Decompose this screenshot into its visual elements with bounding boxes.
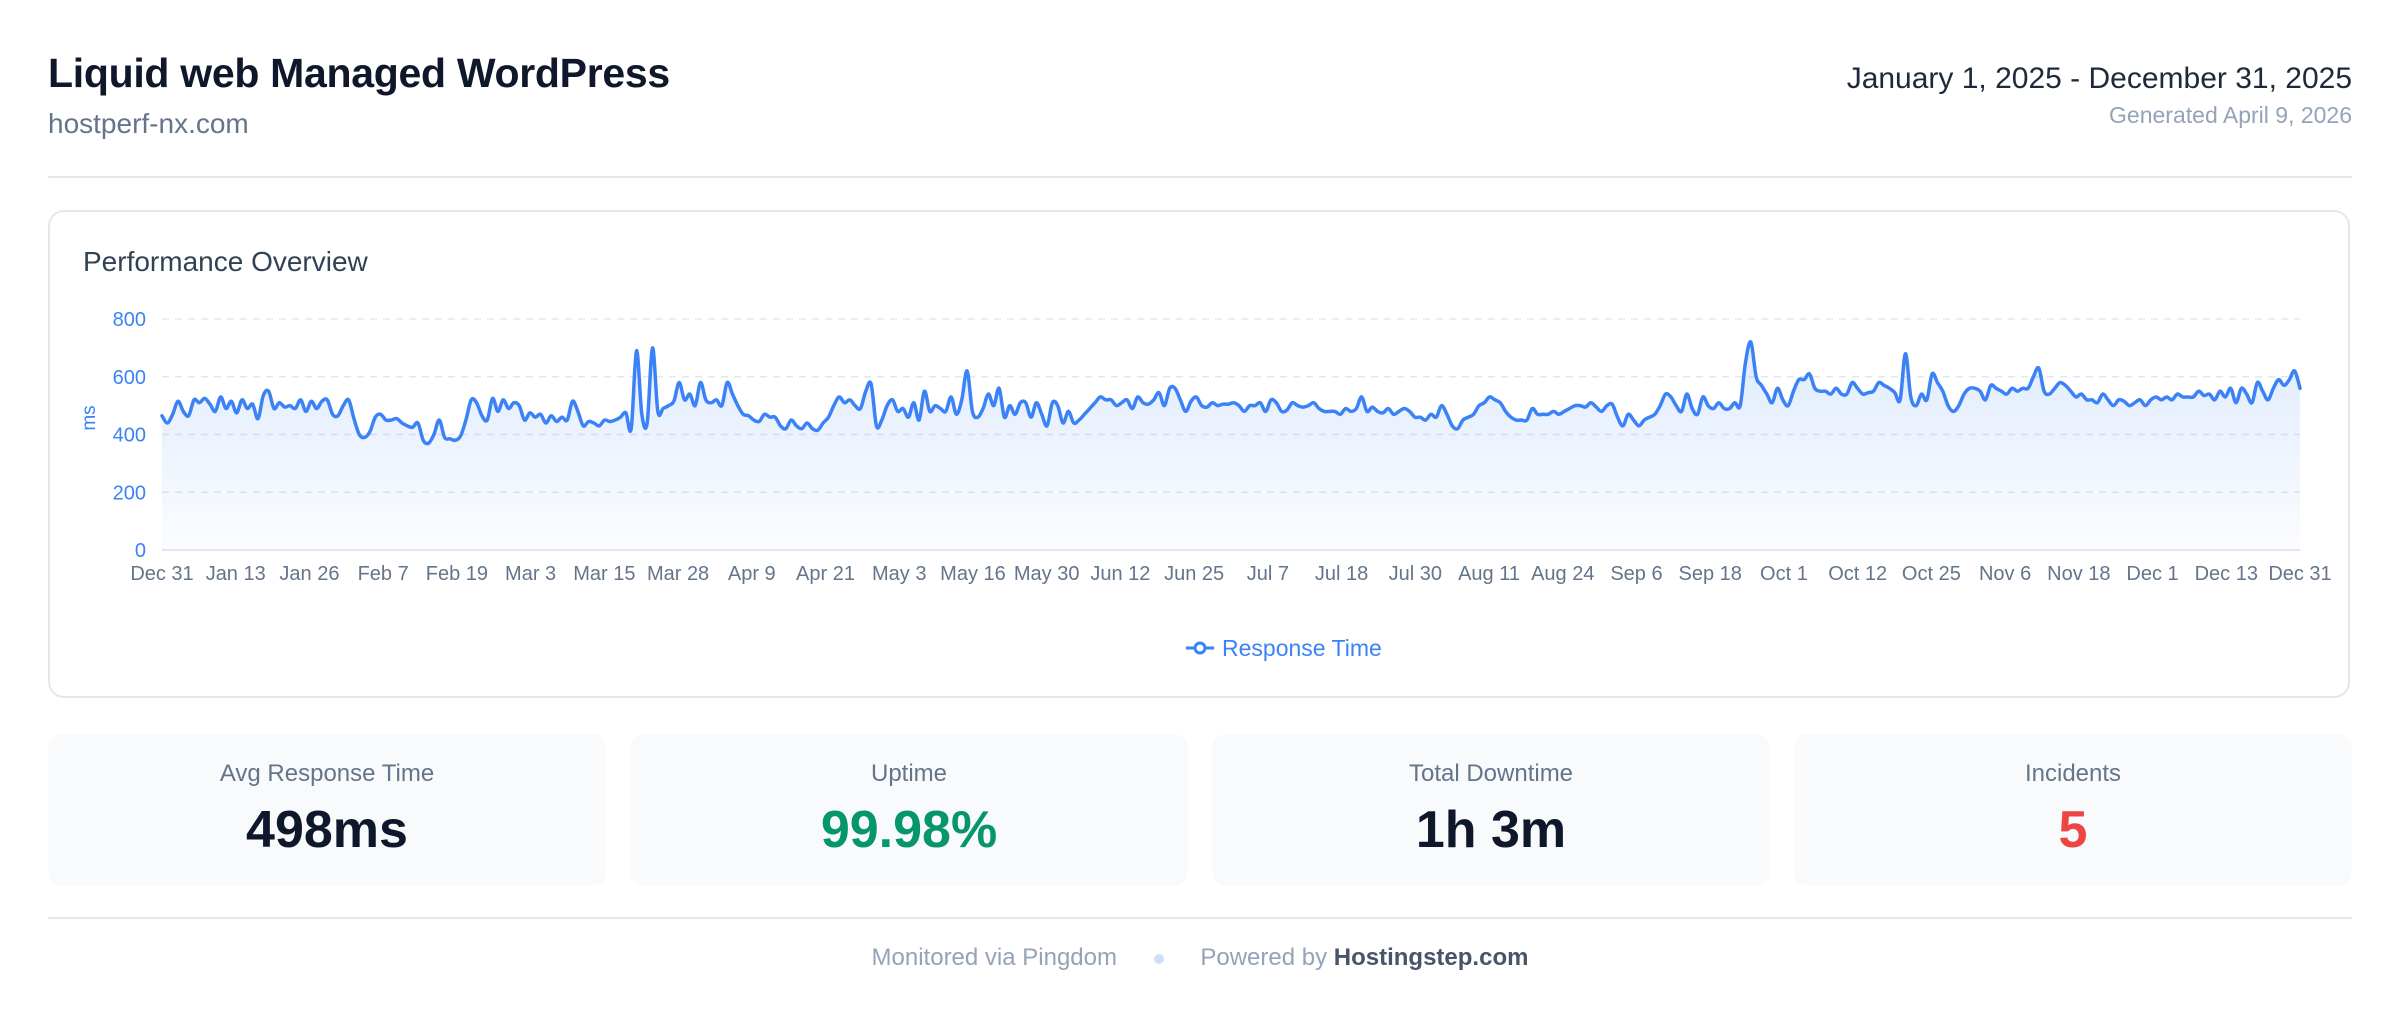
- report-header: Liquid web Managed WordPress hostperf-nx…: [48, 44, 2352, 178]
- x-tick-label: Jun 12: [1090, 563, 1150, 585]
- powered-by-link[interactable]: Hostingstep.com: [1333, 944, 1529, 971]
- date-range: January 1, 2025 - December 31, 2025: [1846, 62, 2352, 95]
- y-tick-label: 200: [113, 482, 146, 504]
- x-tick-label: Mar 3: [505, 563, 556, 585]
- stat-label: Incidents: [2024, 760, 2122, 787]
- x-tick-label: Aug 24: [1531, 563, 1594, 585]
- x-tick-label: Aug 11: [1458, 563, 1520, 585]
- x-tick-label: Apr 9: [728, 563, 776, 585]
- stat-card-incidents: Incidents 5: [1794, 734, 2352, 886]
- y-tick-label: 0: [135, 540, 146, 562]
- y-tick-label: 600: [113, 367, 146, 389]
- x-tick-label: Jan 13: [206, 563, 266, 585]
- x-tick-label: Feb 19: [426, 563, 488, 585]
- x-tick-label: Jul 30: [1389, 563, 1442, 585]
- x-tick-label: Jul 7: [1247, 563, 1289, 585]
- powered-by-prefix: Powered by: [1200, 944, 1328, 971]
- footer-divider: [48, 917, 2352, 919]
- x-tick-label: Jun 25: [1164, 563, 1224, 585]
- legend-marker-icon: [1193, 641, 1207, 655]
- x-tick-label: Jan 26: [279, 563, 339, 585]
- x-tick-label: Nov 18: [2047, 563, 2110, 585]
- x-tick-label: Dec 13: [2195, 563, 2258, 585]
- x-tick-label: Mar 15: [573, 563, 635, 585]
- stat-label: Avg Response Time: [219, 760, 435, 787]
- y-axis-label: ms: [79, 405, 100, 430]
- stat-value: 5: [2058, 801, 2088, 859]
- stat-value: 498ms: [246, 801, 408, 859]
- response-time-line: [160, 340, 2302, 446]
- stat-card-uptime: Uptime 99.98%: [630, 734, 1188, 886]
- x-tick-label: Jul 18: [1315, 563, 1368, 585]
- stat-label: Total Downtime: [1408, 760, 1574, 787]
- x-tick-label: Oct 25: [1902, 563, 1961, 585]
- x-tick-label: Oct 12: [1828, 563, 1887, 585]
- x-tick-label: Sep 6: [1610, 563, 1662, 585]
- monitored-via: Monitored via Pingdom: [871, 944, 1117, 971]
- chart-legend[interactable]: Response Time: [1186, 635, 1382, 661]
- x-tick-label: Dec 1: [2126, 563, 2178, 585]
- stat-value: 1h 3m: [1415, 801, 1567, 859]
- separator-dot-icon: [1153, 953, 1164, 964]
- performance-chart-card: Performance Overview 0 200 400 600 800 Dec 3…: [48, 210, 2350, 698]
- x-tick-label: Apr 21: [796, 563, 855, 585]
- response-time-chart: 0 200 400 600 800 Dec 31 Jan 13 Jan 26 Feb 7 Feb…: [79, 309, 2332, 661]
- stat-label: Uptime: [870, 760, 948, 787]
- report-footer: Monitored via Pingdom Powered by Hosting…: [0, 944, 2400, 972]
- x-tick-label: Dec 31: [130, 563, 193, 585]
- x-tick-label: May 3: [872, 563, 926, 585]
- x-tick-label: Sep 18: [1679, 563, 1742, 585]
- generated-date: Generated April 9, 2026: [2109, 102, 2352, 128]
- stat-value: 99.98%: [820, 801, 998, 859]
- legend-label: Response Time: [1222, 635, 1382, 661]
- stat-card-downtime: Total Downtime 1h 3m: [1212, 734, 1770, 886]
- response-time-area: [162, 341, 2300, 550]
- x-tick-label: Mar 28: [647, 563, 709, 585]
- x-tick-label: May 30: [1014, 563, 1080, 585]
- x-tick-label: Oct 1: [1760, 563, 1808, 585]
- y-tick-label: 800: [113, 309, 146, 331]
- x-tick-label: Dec 31: [2268, 563, 2331, 585]
- report-title: Liquid web Managed WordPress: [48, 50, 670, 96]
- site-domain: hostperf-nx.com: [48, 108, 249, 139]
- stats-row: Avg Response Time 498ms Uptime 99.98% To…: [48, 734, 2352, 886]
- x-tick-label: May 16: [940, 563, 1006, 585]
- x-tick-label: Nov 6: [1979, 563, 2031, 585]
- chart-title: Performance Overview: [83, 246, 368, 277]
- stat-card-avg-response: Avg Response Time 498ms: [48, 734, 606, 886]
- x-tick-label: Feb 7: [358, 563, 409, 585]
- y-tick-label: 400: [113, 425, 146, 447]
